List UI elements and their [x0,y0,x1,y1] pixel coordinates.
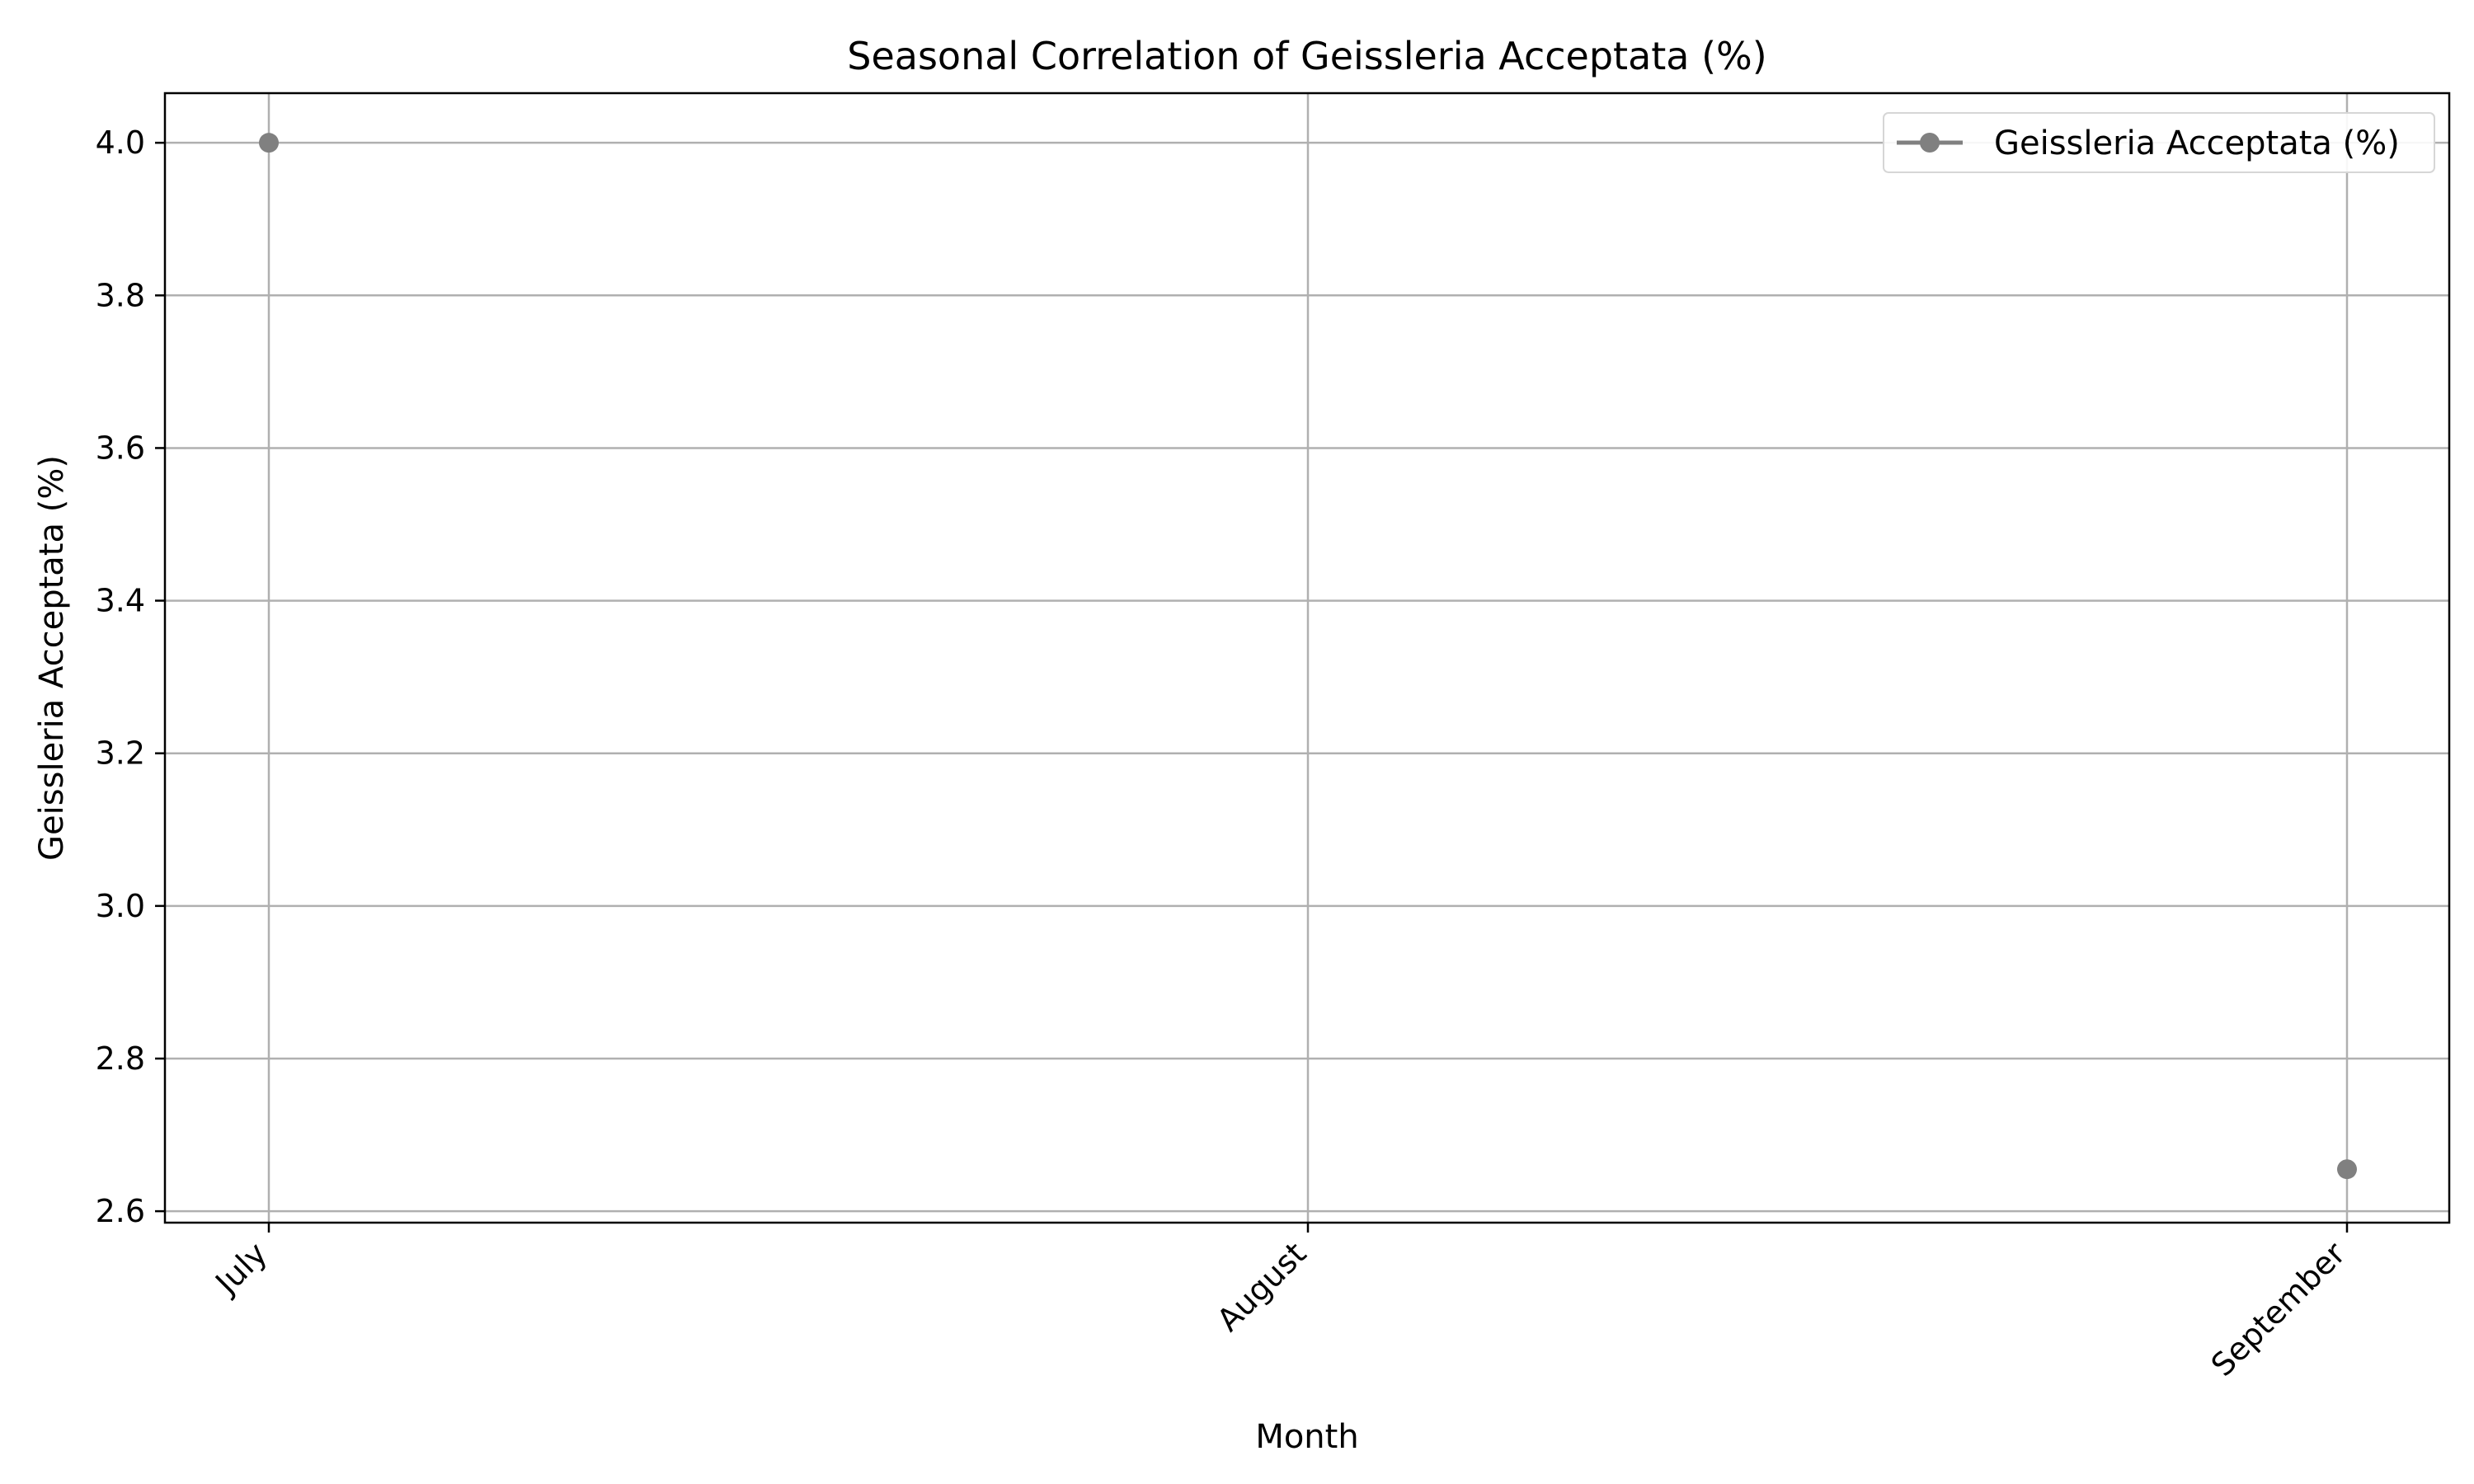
x-axis-label: Month [1255,1418,1358,1456]
data-point [2337,1159,2357,1180]
y-tick-label: 3.0 [96,888,145,924]
legend-label: Geissleria Acceptata (%) [1994,124,2400,162]
legend-marker-sample [1920,133,1940,153]
chart-title: Seasonal Correlation of Geissleria Accep… [847,34,1766,78]
grid-lines [165,93,2449,1223]
y-axis-label: Geissleria Acceptata (%) [33,455,71,861]
y-tick-label: 3.4 [96,583,145,619]
legend-box [1883,112,2435,173]
legend: Geissleria Acceptata (%) [1883,112,2435,173]
y-axis-ticks: 2.6 2.8 3.0 3.2 3.4 3.6 3.8 4.0 [96,124,165,1229]
y-tick-label: 2.6 [96,1193,145,1229]
y-tick-label: 2.8 [96,1040,145,1077]
y-tick-label: 4.0 [96,124,145,161]
y-tick-label: 3.6 [96,430,145,466]
y-tick-label: 3.8 [96,277,145,313]
y-tick-label: 3.2 [96,735,145,772]
data-point [259,133,279,153]
series-layer [259,133,2357,1180]
